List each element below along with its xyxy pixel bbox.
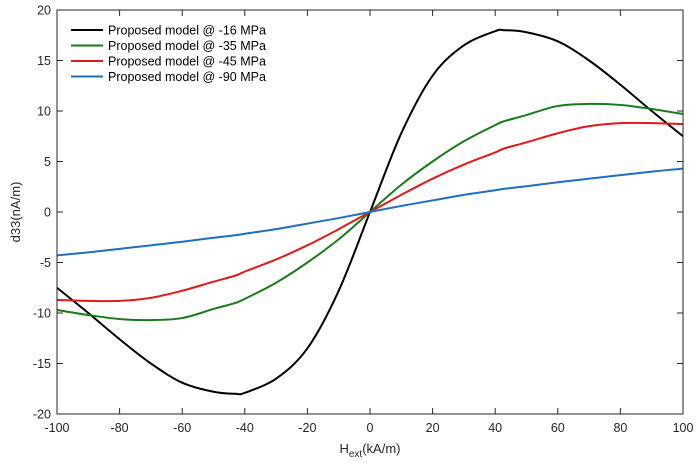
y-tick-label: 15 (37, 54, 51, 68)
x-tick-label: -40 (236, 421, 254, 435)
y-tick-label: 10 (37, 105, 51, 119)
y-tick-label: 0 (44, 206, 51, 220)
x-axis-label-subscript: ext (349, 449, 363, 460)
x-tick-label: -100 (44, 421, 69, 435)
x-tick-label: 60 (551, 421, 565, 435)
x-tick-label: -80 (111, 421, 129, 435)
x-tick-label: -60 (173, 421, 191, 435)
series-line-4 (56, 167, 684, 257)
ticks-layer: -100 -80 -60 -40 -20 0 20 40 60 80 100 -20 -15 -10 -5 0… (33, 4, 694, 436)
legend-label-4: Proposed model @ -90 MPa (108, 70, 266, 84)
y-tick-label: -10 (33, 307, 51, 321)
x-axis-label-unit: (kA/m) (362, 441, 400, 456)
y-tick-label: -15 (33, 357, 51, 371)
x-tick-label: 80 (613, 421, 627, 435)
y-tick-label: 20 (37, 4, 51, 18)
y-tick-label: -20 (33, 408, 51, 422)
x-axis-label: Hext(kA/m) (339, 441, 400, 460)
x-axis-label-main: H (339, 441, 348, 456)
legend-label-2: Proposed model @ -35 MPa (108, 39, 266, 53)
x-tick-label: 20 (426, 421, 440, 435)
x-tick-label: 40 (488, 421, 502, 435)
series-layer (56, 28, 684, 396)
legend-label-3: Proposed model @ -45 MPa (108, 55, 266, 69)
x-tick-label: -20 (298, 421, 316, 435)
x-tick-label: 100 (673, 421, 694, 435)
y-tick-label: 5 (44, 155, 51, 169)
legend-label-1: Proposed model @ -16 MPa (108, 24, 266, 38)
y-axis-label: d33(nA/m) (8, 182, 23, 243)
y-tick-label: -5 (40, 256, 51, 270)
x-tick-label: 0 (367, 421, 374, 435)
plot-area: -100 -80 -60 -40 -20 0 20 40 60 80 100 -20 -15 -10 -5 0… (33, 4, 694, 436)
